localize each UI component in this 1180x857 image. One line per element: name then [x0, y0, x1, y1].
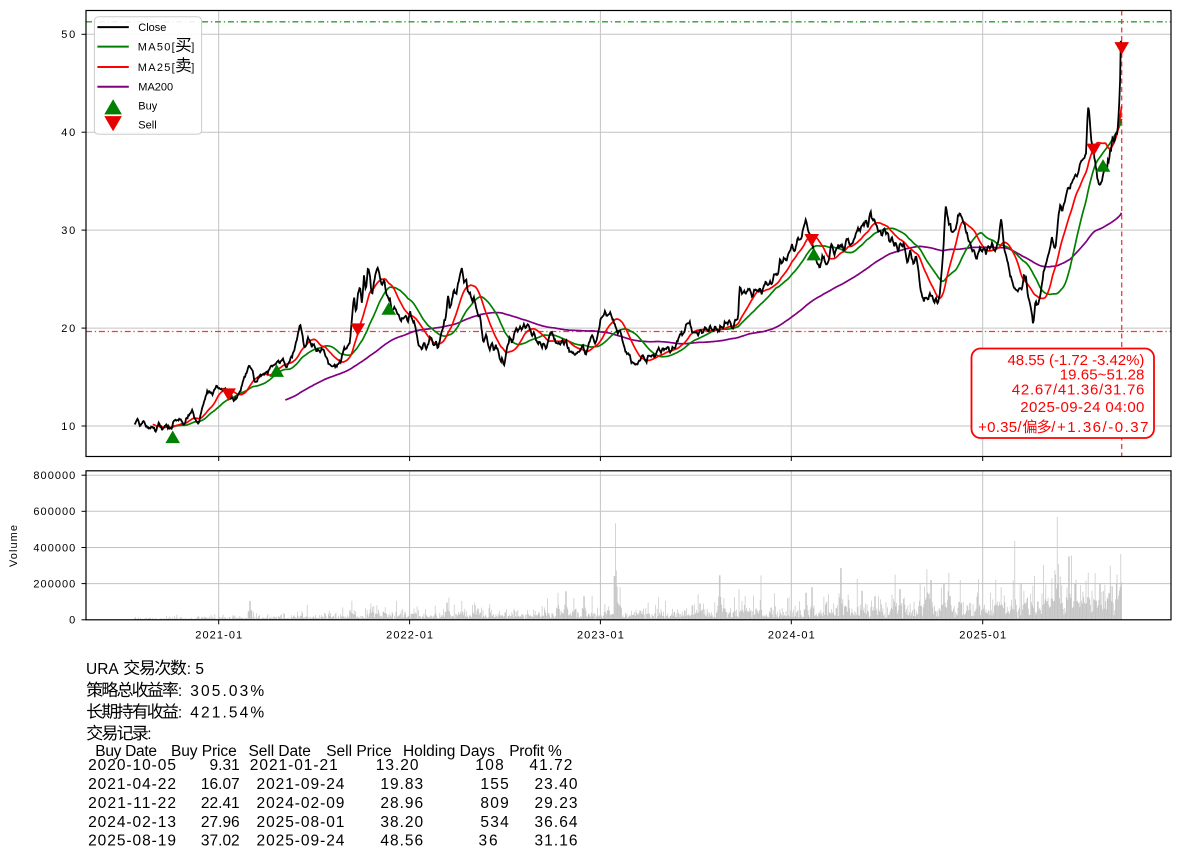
svg-text:37.02: 37.02 — [201, 833, 240, 850]
svg-text:2025-01: 2025-01 — [959, 629, 1006, 641]
svg-text:2022-01: 2022-01 — [386, 629, 433, 641]
svg-text:Volume: Volume — [8, 525, 20, 567]
svg-text:2020-10-05: 2020-10-05 — [88, 757, 176, 774]
svg-text:Close: Close — [138, 22, 166, 34]
svg-text:: 5: : 5 — [187, 661, 204, 678]
svg-text:+0.35/: +0.35/ — [978, 419, 1022, 436]
svg-text:40: 40 — [61, 127, 75, 139]
svg-text:809: 809 — [480, 795, 508, 812]
svg-text:19.65~51.28: 19.65~51.28 — [1060, 367, 1145, 384]
svg-text:0: 0 — [69, 615, 75, 627]
svg-text:2025-08-19: 2025-08-19 — [88, 833, 176, 850]
svg-text:2025-09-24: 2025-09-24 — [257, 833, 345, 850]
svg-text:Sell Price: Sell Price — [326, 743, 391, 760]
svg-text:36: 36 — [479, 833, 498, 850]
svg-text:2024-02-09: 2024-02-09 — [257, 795, 345, 812]
svg-text:2021-01: 2021-01 — [195, 629, 242, 641]
svg-text:9.31: 9.31 — [210, 757, 240, 774]
svg-text:13.20: 13.20 — [376, 757, 419, 774]
svg-text:2021-11-22: 2021-11-22 — [88, 795, 176, 812]
svg-text:534: 534 — [480, 814, 509, 831]
svg-text:2023-01: 2023-01 — [577, 629, 624, 641]
svg-text:/+1.36/-0.37: /+1.36/-0.37 — [1051, 419, 1148, 436]
svg-text:2021-09-24: 2021-09-24 — [257, 776, 345, 793]
svg-text:23.40: 23.40 — [535, 776, 578, 793]
svg-text:155: 155 — [480, 776, 508, 793]
svg-text:2025-08-01: 2025-08-01 — [257, 814, 345, 831]
svg-text:31.16: 31.16 — [535, 833, 578, 850]
svg-text:Buy: Buy — [138, 101, 157, 113]
svg-text:Holding Days: Holding Days — [403, 743, 495, 760]
svg-text:MA25[: MA25[ — [138, 62, 175, 74]
svg-text:600000: 600000 — [33, 506, 75, 518]
svg-text:400000: 400000 — [33, 542, 75, 554]
svg-text:48.55 (-1.72 -3.42%): 48.55 (-1.72 -3.42%) — [1008, 352, 1145, 369]
svg-text:28.96: 28.96 — [380, 795, 423, 812]
svg-text:42.67/41.36/31.76: 42.67/41.36/31.76 — [1012, 381, 1145, 398]
svg-text:URA: URA — [86, 661, 119, 678]
svg-text:Sell Date: Sell Date — [249, 743, 311, 760]
svg-text:10: 10 — [61, 421, 75, 433]
svg-text:2021-04-22: 2021-04-22 — [88, 776, 176, 793]
svg-text:41.72: 41.72 — [529, 757, 572, 774]
svg-text:19.83: 19.83 — [380, 776, 423, 793]
svg-text::: : — [147, 726, 151, 743]
svg-text:2024-01: 2024-01 — [768, 629, 815, 641]
svg-text:]: ] — [191, 42, 194, 54]
svg-text:Buy Price: Buy Price — [171, 743, 237, 760]
svg-text:108: 108 — [475, 757, 503, 774]
svg-text:27.96: 27.96 — [201, 814, 240, 831]
svg-text:200000: 200000 — [33, 579, 75, 591]
svg-text:22.41: 22.41 — [201, 795, 240, 812]
svg-text:38.20: 38.20 — [380, 814, 423, 831]
svg-text:]: ] — [191, 62, 194, 74]
svg-text:MA50[: MA50[ — [138, 42, 175, 54]
svg-text:2024-02-13: 2024-02-13 — [88, 814, 176, 831]
svg-text:2025-09-24 04:00: 2025-09-24 04:00 — [1020, 399, 1144, 416]
svg-text:Profit %: Profit % — [509, 743, 562, 760]
svg-text:29.23: 29.23 — [535, 795, 578, 812]
svg-text:2021-01-21: 2021-01-21 — [250, 757, 338, 774]
svg-text:800000: 800000 — [33, 470, 75, 482]
svg-text:48.56: 48.56 — [380, 833, 423, 850]
svg-text:MA200: MA200 — [138, 82, 173, 94]
svg-text:16.07: 16.07 — [201, 776, 240, 793]
svg-text:Sell: Sell — [138, 120, 156, 132]
svg-text:36.64: 36.64 — [535, 814, 578, 831]
svg-text:50: 50 — [61, 29, 75, 41]
svg-text::: : — [178, 705, 182, 722]
svg-text:Buy Date: Buy Date — [95, 743, 157, 760]
svg-text::: : — [178, 683, 182, 700]
svg-text:30: 30 — [61, 225, 75, 237]
svg-text:20: 20 — [61, 323, 75, 335]
